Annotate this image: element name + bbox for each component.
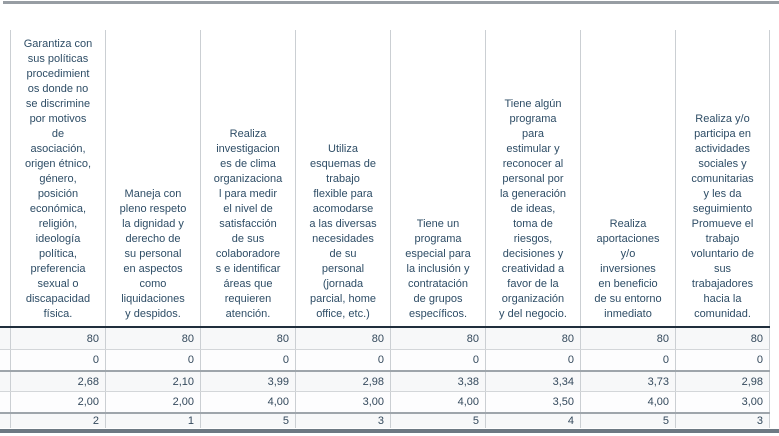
- table-cell: 0: [675, 350, 770, 370]
- table-cell: 80: [485, 328, 580, 349]
- table-cell: 5: [200, 414, 295, 428]
- table-cell: 2,10: [105, 372, 200, 391]
- table-cell: 0: [295, 350, 390, 370]
- table-row-2: 0 0 0 0 0 0 0 0: [0, 349, 770, 370]
- table-cell: 0: [105, 350, 200, 370]
- header-divider-line: [0, 326, 770, 328]
- table-cell: 3,00: [295, 392, 390, 412]
- table-cell: 3,00: [675, 392, 770, 412]
- table-cell: 1: [105, 414, 200, 428]
- table-cell: 0: [390, 350, 485, 370]
- table-bottom-border: [0, 429, 779, 433]
- table-cell: 4,00: [580, 392, 675, 412]
- table-cell: 3,73: [580, 372, 675, 391]
- table-row-4: 2,00 2,00 4,00 3,00 4,00 3,50 4,00 3,00: [0, 391, 770, 412]
- table-cell: 80: [295, 328, 390, 349]
- table-cell: 3,99: [200, 372, 295, 391]
- table-cell: 2,98: [675, 372, 770, 391]
- table-cell: 2,00: [10, 392, 105, 412]
- table-cell: 4,00: [200, 392, 295, 412]
- column-header-3: Realiza investigacion es de clima organi…: [200, 30, 295, 326]
- table-cell: 2,00: [105, 392, 200, 412]
- table-cell: 2,68: [10, 372, 105, 391]
- table-cell: 4: [485, 414, 580, 428]
- table-cell: 80: [10, 328, 105, 349]
- column-header-7: Realiza aportaciones y/o inversiones en …: [580, 30, 675, 326]
- table-cell: 0: [580, 350, 675, 370]
- table-row-3: 2,68 2,10 3,99 2,98 3,38 3,34 3,73 2,98: [0, 370, 770, 391]
- table-top-border: [3, 1, 779, 4]
- table-row-5: 2 1 5 3 5 4 5 3: [0, 412, 770, 428]
- table-cell: 80: [675, 328, 770, 349]
- column-header-1: Garantiza con sus políticas procedimient…: [10, 30, 105, 326]
- table-cell: 80: [105, 328, 200, 349]
- table-cell: 4,00: [390, 392, 485, 412]
- column-header-6: Tiene algún programa para estimular y re…: [485, 30, 580, 326]
- table-cell: 3: [675, 414, 770, 428]
- table-cell: 2,98: [295, 372, 390, 391]
- statistics-table: Garantiza con sus políticas procedimient…: [0, 30, 770, 428]
- cropped-row-label-column: [0, 30, 10, 326]
- table-cell: 0: [10, 350, 105, 370]
- column-header-5: Tiene un programa especial para la inclu…: [390, 30, 485, 326]
- column-header-8: Realiza y/o participa en actividades soc…: [675, 30, 770, 326]
- table-cell: 5: [390, 414, 485, 428]
- table-cell: 80: [390, 328, 485, 349]
- column-header-2: Maneja con pleno respeto la dignidad y d…: [105, 30, 200, 326]
- table-cell: 3: [295, 414, 390, 428]
- table-cell: 80: [200, 328, 295, 349]
- table-cell: 3,50: [485, 392, 580, 412]
- table-cell: 80: [580, 328, 675, 349]
- header-row: Garantiza con sus políticas procedimient…: [0, 30, 770, 326]
- table-cell: 0: [200, 350, 295, 370]
- table-cell: 5: [580, 414, 675, 428]
- column-header-4: Utiliza esquemas de trabajo flexible par…: [295, 30, 390, 326]
- table-cell: 2: [10, 414, 105, 428]
- table-cell: 3,34: [485, 372, 580, 391]
- table-cell: 3,38: [390, 372, 485, 391]
- table-row-1: 80 80 80 80 80 80 80 80: [0, 328, 770, 349]
- table-cell: 0: [485, 350, 580, 370]
